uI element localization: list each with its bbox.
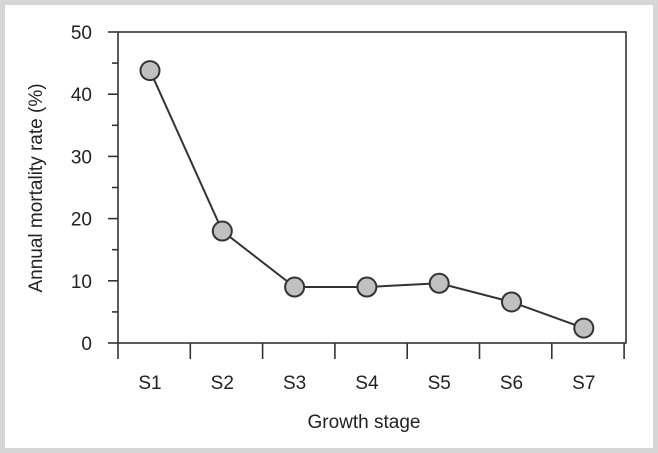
y-axis-title: Annual mortality rate (%)	[26, 83, 47, 292]
y-axis: 0 10 20 30 40 50	[71, 23, 118, 355]
x-tick-label: S1	[138, 373, 161, 394]
x-axis: S1 S2 S3 S4 S5 S6 S7	[117, 343, 625, 394]
y-tick-label: 10	[71, 272, 92, 293]
data-point-s6	[501, 291, 522, 313]
y-tick-label: 30	[71, 147, 92, 168]
x-tick-label: S2	[211, 373, 234, 394]
data-point-s2	[211, 220, 233, 242]
data-points	[139, 60, 595, 339]
x-tick-label: S7	[572, 373, 595, 394]
x-tick-label: S5	[428, 373, 451, 394]
y-tick-label: 50	[71, 23, 92, 44]
x-tick-label: S3	[283, 373, 306, 394]
data-point-s1	[139, 60, 161, 82]
data-point-s5	[428, 272, 450, 294]
x-axis-title: Growth stage	[308, 412, 421, 433]
plot-area	[117, 31, 627, 344]
data-point-s7	[573, 317, 595, 339]
x-tick-label: S4	[355, 373, 379, 394]
data-point-s3	[284, 276, 306, 298]
x-tick-label: S6	[500, 373, 523, 394]
y-tick-label: 40	[71, 85, 92, 106]
data-point-s4	[356, 276, 378, 298]
y-tick-label: 0	[81, 334, 92, 355]
y-tick-label: 20	[71, 210, 92, 231]
